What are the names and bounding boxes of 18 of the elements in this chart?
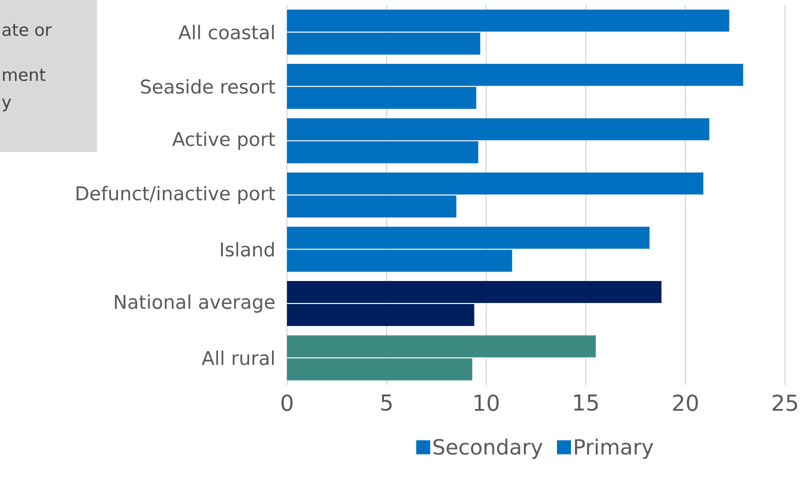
x-tick-label: 20 — [673, 394, 698, 412]
y-tick-label: Seaside resort — [141, 79, 276, 94]
y-tick-label: National average — [114, 294, 274, 313]
legend-label: Primary — [575, 438, 654, 459]
y-tick-label: All rural — [202, 350, 274, 366]
legend-label: Secondary — [434, 438, 542, 459]
text: ment — [3, 68, 46, 82]
text: y — [2, 98, 12, 112]
x-tick-label: 25 — [772, 394, 798, 412]
x-tick-label: 0 — [281, 394, 293, 412]
x-tick-label: 10 — [474, 394, 499, 412]
y-tick-label: Island — [221, 242, 274, 257]
y-tick-label: Active port — [172, 132, 276, 150]
text: ate or — [2, 24, 52, 36]
y-tick-label: All coastal — [178, 24, 274, 40]
x-tick-label: 15 — [574, 394, 598, 411]
y-tick-label: Defunct/inactive port — [76, 186, 276, 204]
x-tick-label: 5 — [381, 394, 392, 411]
